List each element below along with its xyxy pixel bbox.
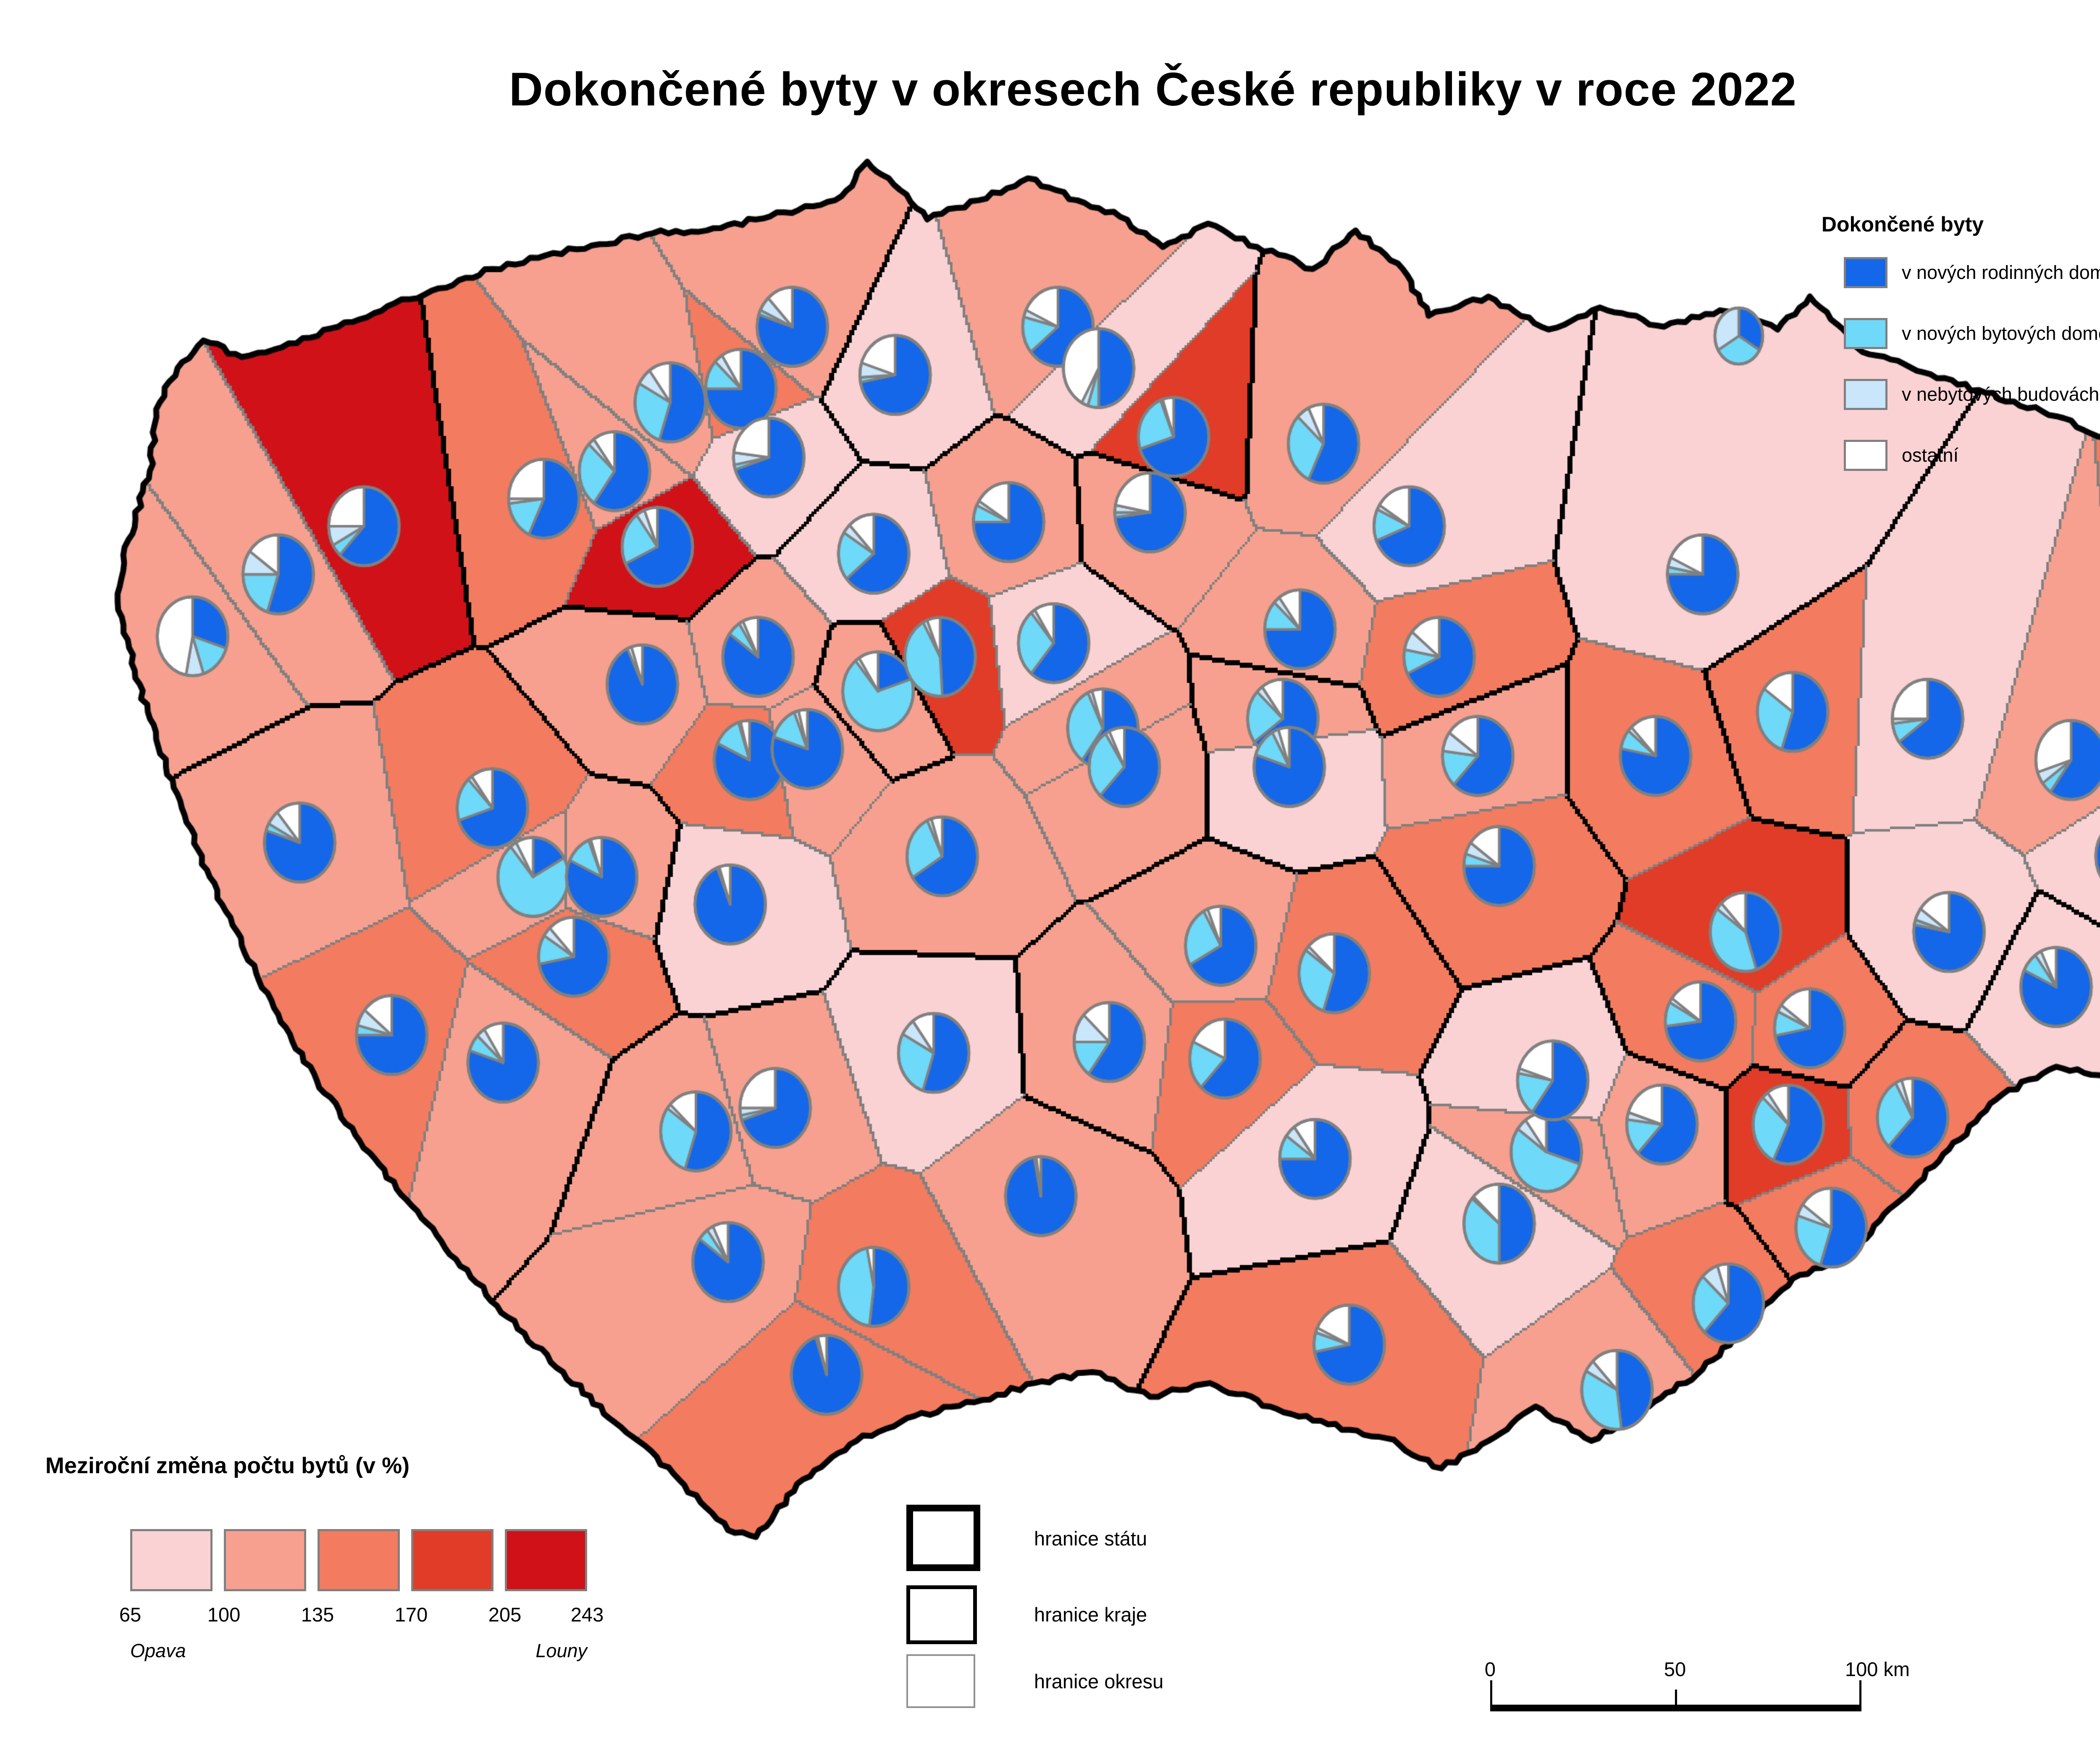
legend-pie-label: v nových bytových domech xyxy=(1902,323,2100,344)
swatch-apartment-buildings xyxy=(1844,318,1887,349)
change-break-label: 243 xyxy=(570,1603,604,1626)
scalebar-bar xyxy=(1490,1705,1861,1711)
legend-pie-label: ostatní xyxy=(1902,444,1959,466)
scalebar-tick xyxy=(1675,1690,1677,1706)
change-class-5-swatch xyxy=(505,1529,587,1591)
change-break-label: 100 xyxy=(207,1603,241,1626)
legend-pie-label: v nebytových budovách xyxy=(1902,384,2100,405)
scalebar-tick xyxy=(1859,1680,1861,1706)
scalebar-label-0: 0 xyxy=(1484,1658,1496,1680)
page-title: Dokončené byty v okresech České republik… xyxy=(509,63,1797,116)
district-border-swatch xyxy=(906,1654,975,1708)
region-border-swatch xyxy=(906,1585,977,1644)
state-border-swatch xyxy=(906,1505,980,1571)
change-break-label: 170 xyxy=(394,1603,428,1626)
swatch-other xyxy=(1844,440,1887,471)
state-border-label: hranice státu xyxy=(1034,1527,1147,1550)
region-border-label: hranice kraje xyxy=(1034,1603,1147,1626)
district-border-label: hranice okresu xyxy=(1034,1670,1164,1692)
legend-pie-row: v nebytových budovách xyxy=(1844,379,2099,410)
change-class-2-swatch xyxy=(224,1529,306,1591)
change-break-label: 205 xyxy=(488,1603,522,1626)
legend-pie-row: v nových bytových domech xyxy=(1844,318,2100,349)
scalebar-label-100km: 100 km xyxy=(1845,1658,1910,1680)
legend-change-title: Meziroční změna počtu bytů (v %) xyxy=(45,1453,410,1478)
scalebar-tick xyxy=(1490,1680,1492,1706)
legend-pie-label: v nových rodinných domech xyxy=(1902,262,2100,283)
change-min-district-label: Opava xyxy=(130,1640,186,1661)
legend-pie-row: v nových rodinných domech xyxy=(1844,257,2100,288)
change-class-1-swatch xyxy=(130,1529,213,1591)
legend-pie-row: ostatní xyxy=(1844,440,1958,471)
swatch-nonresidential xyxy=(1844,379,1887,410)
swatch-family-houses xyxy=(1844,257,1887,288)
change-class-3-swatch xyxy=(318,1529,400,1591)
legend-pie-title: Dokončené byty xyxy=(1821,213,1984,236)
change-break-label: 65 xyxy=(119,1603,142,1626)
change-break-label: 135 xyxy=(301,1603,334,1626)
change-class-4-swatch xyxy=(411,1529,494,1591)
change-max-district-label: Louny xyxy=(536,1640,587,1661)
scalebar-label-50: 50 xyxy=(1664,1658,1686,1680)
